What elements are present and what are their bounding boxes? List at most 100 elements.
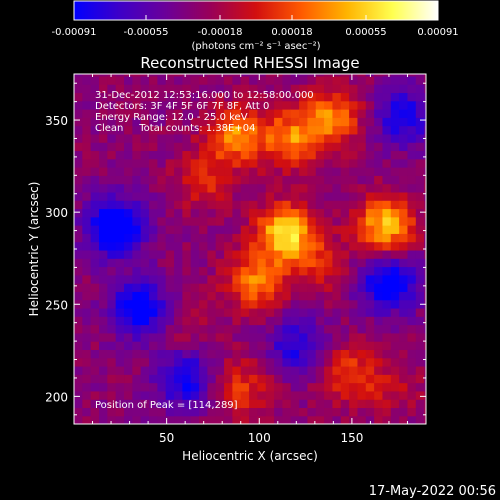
heatmap-cell (224, 74, 233, 77)
heatmap-cell (249, 175, 259, 185)
heatmap-cell (399, 216, 409, 226)
heatmap-cell (274, 208, 284, 218)
heatmap-cell (407, 374, 417, 384)
heatmap-cell (157, 365, 167, 375)
heatmap-cell (199, 75, 208, 85)
heatmap-cell (265, 407, 275, 417)
heatmap-cell (349, 283, 359, 292)
heatmap-cell (424, 390, 426, 400)
heatmap-cell (240, 399, 250, 409)
heatmap-cell (107, 150, 117, 160)
heatmap-cell (365, 241, 375, 251)
heatmap-cell (357, 374, 367, 384)
heatmap-cell (107, 316, 117, 326)
heatmap-cell (157, 349, 167, 359)
heatmap-cell (382, 258, 392, 268)
heatmap-cell (232, 324, 242, 334)
heatmap-cell (382, 125, 392, 135)
heatmap-cell (282, 84, 292, 94)
heatmap-cell (424, 316, 426, 326)
heatmap-cell (349, 399, 359, 409)
heatmap-cell (257, 233, 267, 243)
heatmap-cell (382, 200, 392, 210)
heatmap-cell (415, 357, 425, 367)
heatmap-cell (157, 142, 167, 152)
heatmap-cell (74, 233, 83, 243)
heatmap-cell (324, 74, 334, 77)
heatmap-cell (199, 390, 208, 400)
heatmap-cell (415, 150, 425, 160)
heatmap-cell (340, 208, 350, 218)
heatmap-cell (382, 92, 392, 102)
y-tick-label: 350 (45, 114, 68, 128)
heatmap-cell (290, 183, 300, 193)
heatmap-cell (249, 216, 259, 226)
heatmap-cell (199, 233, 208, 243)
heatmap-cell (382, 341, 392, 350)
heatmap-cell (399, 399, 409, 409)
heatmap-cell (174, 349, 183, 359)
heatmap-cell (232, 258, 242, 268)
heatmap-cell (132, 241, 142, 251)
heatmap-cell (224, 175, 233, 185)
heatmap-cell (324, 341, 334, 350)
heatmap-cell (332, 75, 342, 85)
heatmap-cell (190, 365, 200, 375)
heatmap-cell (399, 407, 409, 417)
heatmap-cell (132, 390, 142, 400)
heatmap-cell (340, 266, 350, 276)
heatmap-cell (157, 399, 167, 409)
heatmap-cell (149, 283, 158, 292)
heatmap-cell (349, 208, 359, 218)
heatmap-cell (199, 258, 208, 268)
heatmap-cell (274, 125, 284, 135)
heatmap-cell (340, 249, 350, 259)
heatmap-cell (374, 84, 384, 94)
heatmap-cell (82, 142, 92, 152)
heatmap-cell (307, 158, 317, 168)
heatmap-cell (140, 291, 150, 301)
heatmap-cell (232, 109, 242, 118)
heatmap-cell (199, 266, 208, 276)
heatmap-cell (340, 125, 350, 135)
heatmap-cell (207, 200, 217, 210)
heatmap-cell (224, 274, 233, 284)
heatmap-cell (190, 158, 200, 168)
heatmap-cell (424, 100, 426, 110)
heatmap-cell (165, 133, 175, 143)
heatmap-cell (115, 216, 125, 226)
heatmap-cell (157, 241, 167, 251)
heatmap-cell (382, 225, 392, 234)
heatmap-cell (299, 341, 309, 350)
heatmap-cell (140, 175, 150, 185)
heatmap-cell (307, 382, 317, 392)
heatmap-cell (215, 365, 225, 375)
heatmap-cell (232, 183, 242, 193)
heatmap-cell (382, 75, 392, 85)
heatmap-cell (374, 374, 384, 384)
heatmap-cell (424, 208, 426, 218)
heatmap-cell (399, 191, 409, 201)
heatmap-cell (390, 324, 400, 334)
heatmap-cell (249, 74, 259, 77)
heatmap-cell (190, 266, 200, 276)
heatmap-cell (324, 125, 334, 135)
heatmap-cell (249, 158, 259, 168)
heatmap-cell (265, 158, 275, 168)
heatmap-cell (374, 100, 384, 110)
heatmap-cell (74, 307, 83, 317)
heatmap-cell (240, 200, 250, 210)
heatmap-cell (382, 399, 392, 409)
heatmap-cell (199, 208, 208, 218)
heatmap-cell (265, 200, 275, 210)
heatmap-cell (149, 191, 158, 201)
heatmap-cell (124, 283, 133, 292)
heatmap-cell (157, 341, 167, 350)
heatmap-cell (199, 84, 208, 94)
heatmap-cell (215, 399, 225, 409)
heatmap-cell (307, 374, 317, 384)
heatmap-cell (357, 200, 367, 210)
heatmap-cell (215, 208, 225, 218)
heatmap-cell (157, 92, 167, 102)
heatmap-cell (224, 142, 233, 152)
